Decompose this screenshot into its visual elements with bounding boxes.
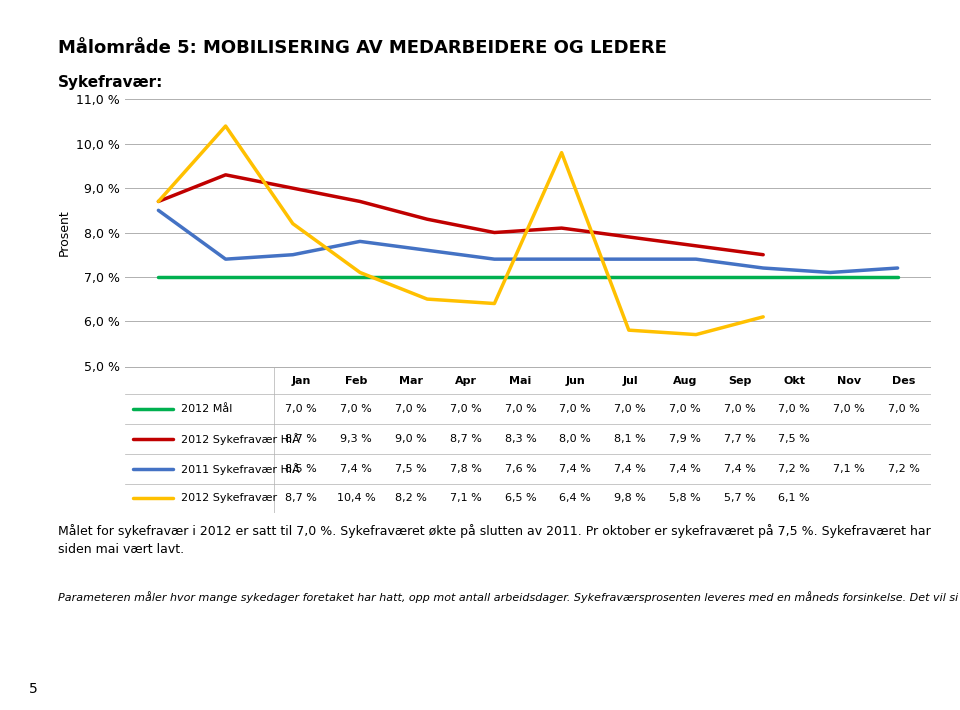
Text: 8,5 %: 8,5 % <box>285 464 317 474</box>
Text: 8,0 %: 8,0 % <box>560 434 591 444</box>
Text: Jun: Jun <box>565 376 585 386</box>
Text: 7,0 %: 7,0 % <box>505 404 537 414</box>
Text: Mai: Mai <box>510 376 532 386</box>
Text: Feb: Feb <box>345 376 368 386</box>
Text: 7,0 %: 7,0 % <box>669 404 701 414</box>
Text: 7,1 %: 7,1 % <box>450 493 482 503</box>
Text: 7,0 %: 7,0 % <box>560 404 591 414</box>
Text: 6,5 %: 6,5 % <box>505 493 537 503</box>
Text: 9,8 %: 9,8 % <box>614 493 646 503</box>
Text: 7,0 %: 7,0 % <box>285 404 317 414</box>
Text: 7,8 %: 7,8 % <box>449 464 482 474</box>
Text: Sep: Sep <box>728 376 751 386</box>
Text: 7,9 %: 7,9 % <box>669 434 701 444</box>
Text: 7,0 %: 7,0 % <box>614 404 646 414</box>
Text: 7,0 %: 7,0 % <box>395 404 427 414</box>
Text: Parameteren måler hvor mange sykedager foretaket har hatt, opp mot antall arbeid: Parameteren måler hvor mange sykedager f… <box>58 591 960 604</box>
Text: 8,7 %: 8,7 % <box>285 493 318 503</box>
Text: 6,4 %: 6,4 % <box>560 493 591 503</box>
Text: Målområde 5: MOBILISERING AV MEDARBEIDERE OG LEDERE: Målområde 5: MOBILISERING AV MEDARBEIDER… <box>58 39 666 57</box>
Text: 7,4 %: 7,4 % <box>340 464 372 474</box>
Text: 8,1 %: 8,1 % <box>614 434 646 444</box>
Text: 10,4 %: 10,4 % <box>337 493 375 503</box>
Text: Okt: Okt <box>783 376 805 386</box>
Text: 7,1 %: 7,1 % <box>833 464 865 474</box>
Text: Jul: Jul <box>622 376 637 386</box>
Text: 7,0 %: 7,0 % <box>340 404 372 414</box>
Text: 2012 Mål: 2012 Mål <box>181 404 232 414</box>
Text: 7,5 %: 7,5 % <box>395 464 427 474</box>
Text: 7,7 %: 7,7 % <box>724 434 756 444</box>
Text: 7,4 %: 7,4 % <box>560 464 591 474</box>
Text: 7,0 %: 7,0 % <box>779 404 810 414</box>
Y-axis label: Prosent: Prosent <box>58 209 70 256</box>
Text: 8,3 %: 8,3 % <box>505 434 537 444</box>
Text: 9,0 %: 9,0 % <box>395 434 427 444</box>
Text: 7,6 %: 7,6 % <box>505 464 537 474</box>
Text: 7,2 %: 7,2 % <box>779 464 810 474</box>
Text: 8,7 %: 8,7 % <box>449 434 482 444</box>
Text: Aug: Aug <box>673 376 697 386</box>
Text: 7,0 %: 7,0 % <box>888 404 920 414</box>
Text: 2012 Sykefravær HiÅ: 2012 Sykefravær HiÅ <box>181 433 300 444</box>
Text: 7,0 %: 7,0 % <box>833 404 865 414</box>
Text: Sykefravær:: Sykefravær: <box>58 75 163 89</box>
Text: 7,5 %: 7,5 % <box>779 434 810 444</box>
Text: 2011 Sykefravær HiÅ: 2011 Sykefravær HiÅ <box>181 463 300 474</box>
Text: 5: 5 <box>29 682 37 696</box>
Text: Des: Des <box>892 376 916 386</box>
Text: Apr: Apr <box>455 376 477 386</box>
Text: 9,3 %: 9,3 % <box>340 434 372 444</box>
Text: 7,4 %: 7,4 % <box>614 464 646 474</box>
Text: 6,1 %: 6,1 % <box>779 493 810 503</box>
Text: 7,4 %: 7,4 % <box>724 464 756 474</box>
Text: 8,2 %: 8,2 % <box>395 493 427 503</box>
Text: 7,0 %: 7,0 % <box>724 404 756 414</box>
Text: 7,2 %: 7,2 % <box>888 464 920 474</box>
Text: Nov: Nov <box>837 376 861 386</box>
Text: Jan: Jan <box>292 376 311 386</box>
Text: 7,4 %: 7,4 % <box>669 464 701 474</box>
Text: 5,7 %: 5,7 % <box>724 493 756 503</box>
Text: Målet for sykefravær i 2012 er satt til 7,0 %. Sykefraværet økte på slutten av 2: Målet for sykefravær i 2012 er satt til … <box>58 524 930 556</box>
Text: 7,0 %: 7,0 % <box>450 404 482 414</box>
Text: 5,8 %: 5,8 % <box>669 493 701 503</box>
Text: Mar: Mar <box>399 376 423 386</box>
Text: 8,7 %: 8,7 % <box>285 434 318 444</box>
Text: 2012 Sykefravær: 2012 Sykefravær <box>181 493 277 503</box>
